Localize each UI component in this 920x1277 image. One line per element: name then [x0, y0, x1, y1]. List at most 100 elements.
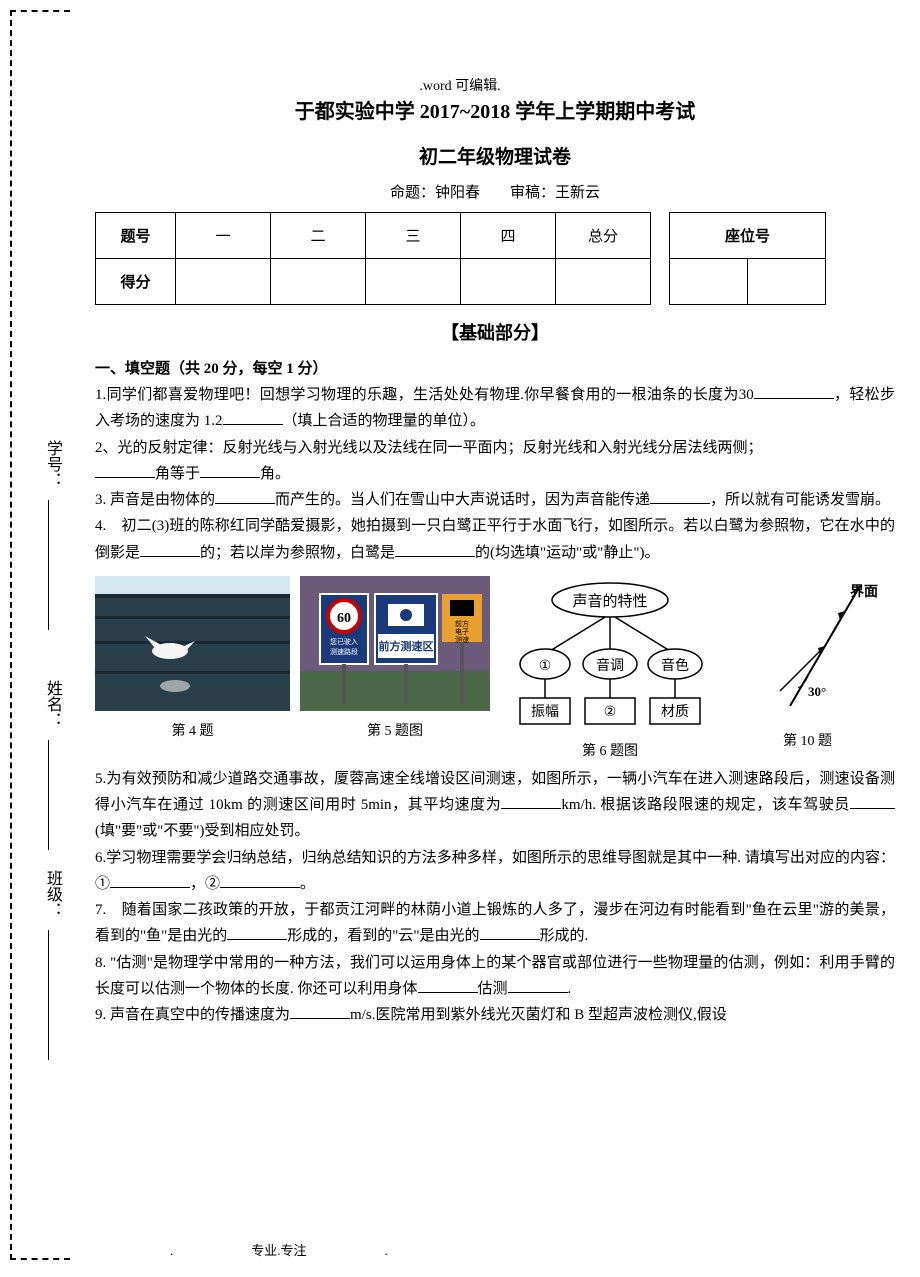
exam-subtitle: 初二年级物理试卷	[95, 142, 895, 169]
svg-text:30°: 30°	[808, 684, 826, 699]
fig10-caption: 第 10 题	[730, 730, 885, 750]
question-7: 7. 随着国家二孩政策的开放，于都贡江河畔的林荫小道上锻炼的人多了，漫步在河边有…	[95, 897, 895, 950]
blank	[227, 925, 287, 940]
fig4-caption: 第 4 题	[95, 720, 290, 740]
mindmap-diagram: 声音的特性 ① 音调 音色 振幅 ② 材质	[500, 576, 720, 731]
td	[176, 259, 271, 305]
header-note: .word 可编辑.	[0, 0, 920, 95]
q5b: km/h. 根据该路段限速的规定，该车驾驶员	[561, 797, 850, 813]
th: 题号	[96, 213, 176, 259]
binding-edge	[10, 10, 70, 1260]
th: 三	[366, 213, 461, 259]
q1c: （填上合适的物理量的单位）。	[283, 413, 486, 429]
blank	[223, 410, 283, 425]
q6c: 。	[300, 876, 315, 892]
q3c: ，所以就有可能诱发雪崩。	[710, 492, 890, 508]
question-9: 9. 声音在真空中的传播速度为 m/s.医院常用到紫外线光灭菌灯和 B 型超声波检…	[95, 1002, 895, 1028]
td	[556, 259, 651, 305]
blank	[95, 463, 155, 478]
reflection-diagram: 界面 30°	[730, 576, 885, 721]
figures-row: 第 4 题 60 您已驶入 测速路段 前方测速区 前方 电子	[95, 576, 895, 760]
blank	[290, 1004, 350, 1019]
th: 一	[176, 213, 271, 259]
speed-sign-image: 60 您已驶入 测速路段 前方测速区 前方 电子 测速	[300, 576, 490, 711]
blank	[140, 542, 200, 557]
bird-image	[95, 576, 290, 711]
svg-text:60: 60	[337, 611, 351, 626]
footer: . 专业.专注 .	[170, 1240, 388, 1259]
q1a: 1.同学们都喜爱物理吧！回想学习物理的乐趣，生活处处有物理.你早餐食用的一根油条…	[95, 387, 754, 403]
vline	[48, 740, 49, 850]
svg-text:①: ①	[539, 659, 552, 674]
score-tables: 题号 一 二 三 四 总分 得分 座位号	[95, 212, 895, 305]
th: 四	[461, 213, 556, 259]
svg-text:电子: 电子	[455, 627, 469, 636]
question-6: 6.学习物理需要学会归纳总结，归纳总结知识的方法多种多样，如图所示的思维导图就是…	[95, 845, 895, 898]
blank	[501, 794, 561, 809]
vline	[48, 930, 49, 1060]
svg-text:音调: 音调	[596, 657, 624, 674]
q6b: ，②	[190, 876, 220, 892]
root-text: 声音的特性	[572, 592, 647, 610]
figure-6: 声音的特性 ① 音调 音色 振幅 ② 材质 第 6 题图	[500, 576, 720, 760]
fig5-caption: 第 5 题图	[300, 720, 490, 740]
blank	[480, 925, 540, 940]
blank	[850, 794, 895, 809]
blank	[110, 873, 190, 888]
figure-4: 第 4 题	[95, 576, 290, 740]
fig6-caption: 第 6 题图	[500, 740, 720, 760]
blank	[215, 489, 275, 504]
blank	[508, 978, 568, 993]
td	[366, 259, 461, 305]
q2c: 角。	[260, 466, 290, 482]
svg-text:②: ②	[604, 705, 617, 720]
section-title: 【基础部分】	[95, 319, 895, 345]
th: 二	[271, 213, 366, 259]
svg-text:前方: 前方	[455, 619, 469, 628]
blank	[650, 489, 710, 504]
question-5: 5.为有效预防和减少道路交通事故，厦蓉高速全线增设区间测速，如图所示，一辆小汽车…	[95, 766, 895, 845]
q3a: 3. 声音是由物体的	[95, 492, 215, 508]
q4c: 的(均选填"运动"或"静止")。	[475, 545, 659, 561]
blank	[395, 542, 475, 557]
blank	[754, 384, 834, 399]
td	[461, 259, 556, 305]
figure-10: 界面 30° 第 10 题	[730, 576, 885, 750]
q9a: 9. 声音在真空中的传播速度为	[95, 1007, 290, 1023]
subsection-1: 一、填空题（共 20 分，每空 1 分）	[95, 357, 895, 378]
q2b: 角等于	[155, 466, 200, 482]
vertical-label-name: 姓名：	[40, 680, 64, 728]
td	[670, 259, 748, 305]
seat-table: 座位号	[669, 212, 826, 305]
q4b: 的；若以岸为参照物，白鹭是	[200, 545, 395, 561]
question-3: 3. 声音是由物体的 而产生的。当人们在雪山中大声说话时，因为声音能传递 ，所以就有…	[95, 487, 895, 513]
svg-text:您已驶入: 您已驶入	[330, 637, 358, 646]
vline	[48, 500, 49, 630]
svg-text:振幅: 振幅	[531, 704, 559, 720]
svg-text:材质: 材质	[661, 704, 689, 720]
blank	[220, 873, 300, 888]
figure-5: 60 您已驶入 测速路段 前方测速区 前方 电子 测速 第 5 题图	[300, 576, 490, 740]
score-table-main: 题号 一 二 三 四 总分 得分	[95, 212, 651, 305]
question-4: 4. 初二(3)班的陈称红同学酷爱摄影，她拍摄到一只白鹭正平行于水面飞行，如图所…	[95, 513, 895, 566]
q9b: m/s.医院常用到紫外线光灭菌灯和 B 型超声波检测仪,假设	[350, 1007, 727, 1023]
exam-title: 于都实验中学 2017~2018 学年上学期期中考试	[95, 95, 895, 124]
question-2: 2、光的反射定律：反射光线与入射光线以及法线在同一平面内；反射光线和入射光线分居…	[95, 435, 895, 488]
blank	[418, 978, 478, 993]
td: 得分	[96, 259, 176, 305]
svg-text:前方测速区: 前方测速区	[379, 639, 434, 653]
vertical-label-class: 班级：	[40, 870, 64, 918]
th: 总分	[556, 213, 651, 259]
question-8: 8. "估测"是物理学中常用的一种方法，我们可以运用身体上的某个器官或部位进行一…	[95, 950, 895, 1003]
blank	[200, 463, 260, 478]
q7c: 形成的.	[540, 928, 589, 944]
q8c: .	[568, 981, 572, 997]
q3b: 而产生的。当人们在雪山中大声说话时，因为声音能传递	[275, 492, 650, 508]
vertical-label-student-id: 学号：	[40, 440, 64, 488]
td	[748, 259, 826, 305]
question-1: 1.同学们都喜爱物理吧！回想学习物理的乐趣，生活处处有物理.你早餐食用的一根油条…	[95, 382, 895, 435]
authors: 命题：钟阳春 审稿：王新云	[95, 181, 895, 202]
svg-text:测速路段: 测速路段	[330, 647, 358, 656]
page-content: 于都实验中学 2017~2018 学年上学期期中考试 初二年级物理试卷 命题：钟…	[95, 95, 895, 1028]
svg-text:音色: 音色	[661, 657, 689, 674]
